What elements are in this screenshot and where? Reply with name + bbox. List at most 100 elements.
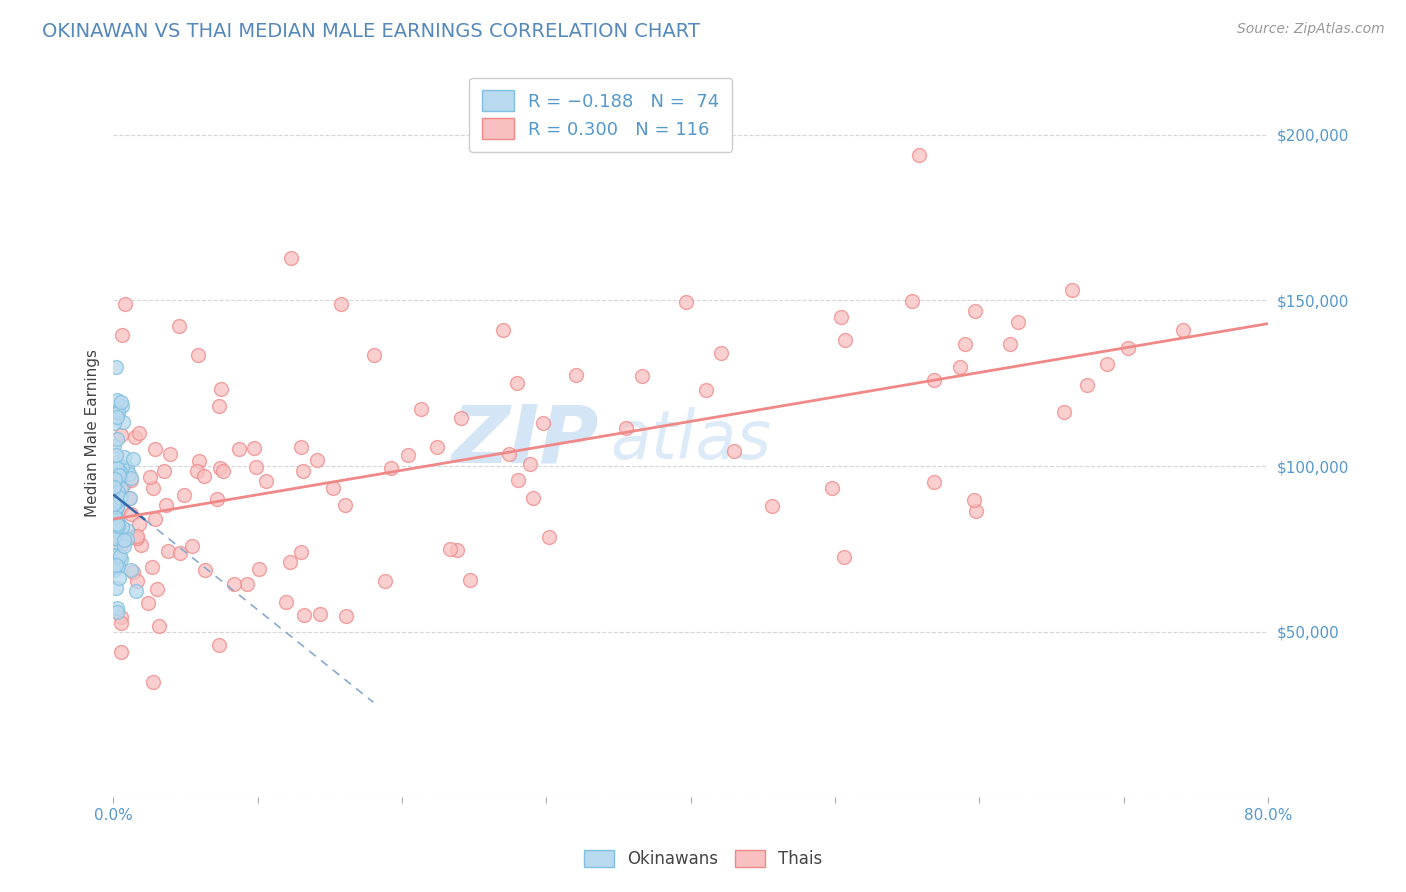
Point (330, 297, 353, 311)
Point (695, 383, 717, 397)
Point (105, 517, 128, 532)
Point (335, 608, 357, 623)
Point (761, 499, 783, 513)
Point (1116, 341, 1139, 355)
Point (125, 574, 148, 588)
Point (120, 563, 142, 577)
Point (187, 348, 209, 362)
Point (155, 498, 177, 512)
Point (111, 327, 134, 342)
Point (1000, 337, 1022, 351)
Point (136, 596, 159, 610)
Point (107, 513, 129, 527)
Point (173, 488, 195, 502)
Legend: Okinawans, Thais: Okinawans, Thais (576, 843, 830, 875)
Point (922, 475, 945, 489)
Point (105, 432, 128, 446)
Point (118, 467, 141, 482)
Point (110, 552, 132, 566)
Point (1007, 315, 1029, 329)
Point (112, 533, 135, 547)
Point (103, 505, 125, 519)
Point (290, 440, 312, 454)
Point (208, 638, 231, 652)
Point (458, 573, 481, 587)
Point (830, 310, 852, 324)
Point (211, 465, 233, 479)
Legend: R = −0.188   N =  74, R = 0.300   N = 116: R = −0.188 N = 74, R = 0.300 N = 116 (470, 78, 733, 152)
Point (110, 394, 132, 409)
Point (108, 466, 131, 480)
Point (280, 251, 302, 265)
Point (292, 608, 315, 623)
Point (1095, 357, 1118, 371)
Point (114, 297, 136, 311)
Point (675, 295, 697, 310)
Point (153, 464, 176, 478)
Point (128, 516, 150, 531)
Point (205, 492, 228, 507)
Point (245, 460, 267, 475)
Point (104, 472, 127, 486)
Point (194, 563, 217, 577)
Point (105, 405, 128, 419)
Point (103, 480, 125, 494)
Point (631, 369, 654, 384)
Point (439, 541, 461, 556)
Point (333, 498, 356, 512)
Point (105, 601, 128, 615)
Point (104, 510, 127, 524)
Point (127, 529, 149, 543)
Point (107, 519, 129, 533)
Point (834, 550, 856, 565)
Point (374, 574, 396, 588)
Point (110, 482, 132, 496)
Point (228, 442, 250, 457)
Point (107, 485, 129, 500)
Point (105, 605, 128, 619)
Point (124, 430, 146, 444)
Point (104, 448, 127, 462)
Point (247, 562, 270, 576)
Point (110, 549, 132, 563)
Point (145, 512, 167, 526)
Point (208, 399, 231, 413)
Point (159, 446, 181, 460)
Point (564, 368, 586, 382)
Point (380, 460, 402, 475)
Point (129, 538, 152, 552)
Point (963, 304, 986, 318)
Point (111, 415, 134, 429)
Point (110, 609, 132, 624)
Point (120, 491, 142, 505)
Point (506, 376, 529, 390)
Point (963, 492, 986, 507)
Point (107, 514, 129, 528)
Point (104, 472, 127, 486)
Text: atlas: atlas (610, 408, 770, 474)
Point (710, 346, 733, 360)
Point (104, 494, 127, 508)
Point (110, 490, 132, 504)
Point (498, 447, 520, 461)
Point (107, 558, 129, 573)
Point (104, 505, 127, 519)
Point (103, 518, 125, 533)
Point (108, 491, 131, 506)
Point (156, 544, 179, 558)
Point (107, 467, 129, 482)
Point (120, 473, 142, 487)
Point (1052, 405, 1074, 419)
Point (901, 293, 924, 308)
Point (122, 565, 145, 579)
Point (450, 410, 472, 425)
Point (723, 444, 745, 458)
Point (274, 594, 297, 608)
Point (103, 416, 125, 430)
Point (181, 539, 204, 553)
Point (105, 518, 128, 533)
Point (148, 619, 170, 633)
Point (142, 675, 165, 690)
Point (110, 427, 132, 442)
Point (363, 348, 385, 362)
